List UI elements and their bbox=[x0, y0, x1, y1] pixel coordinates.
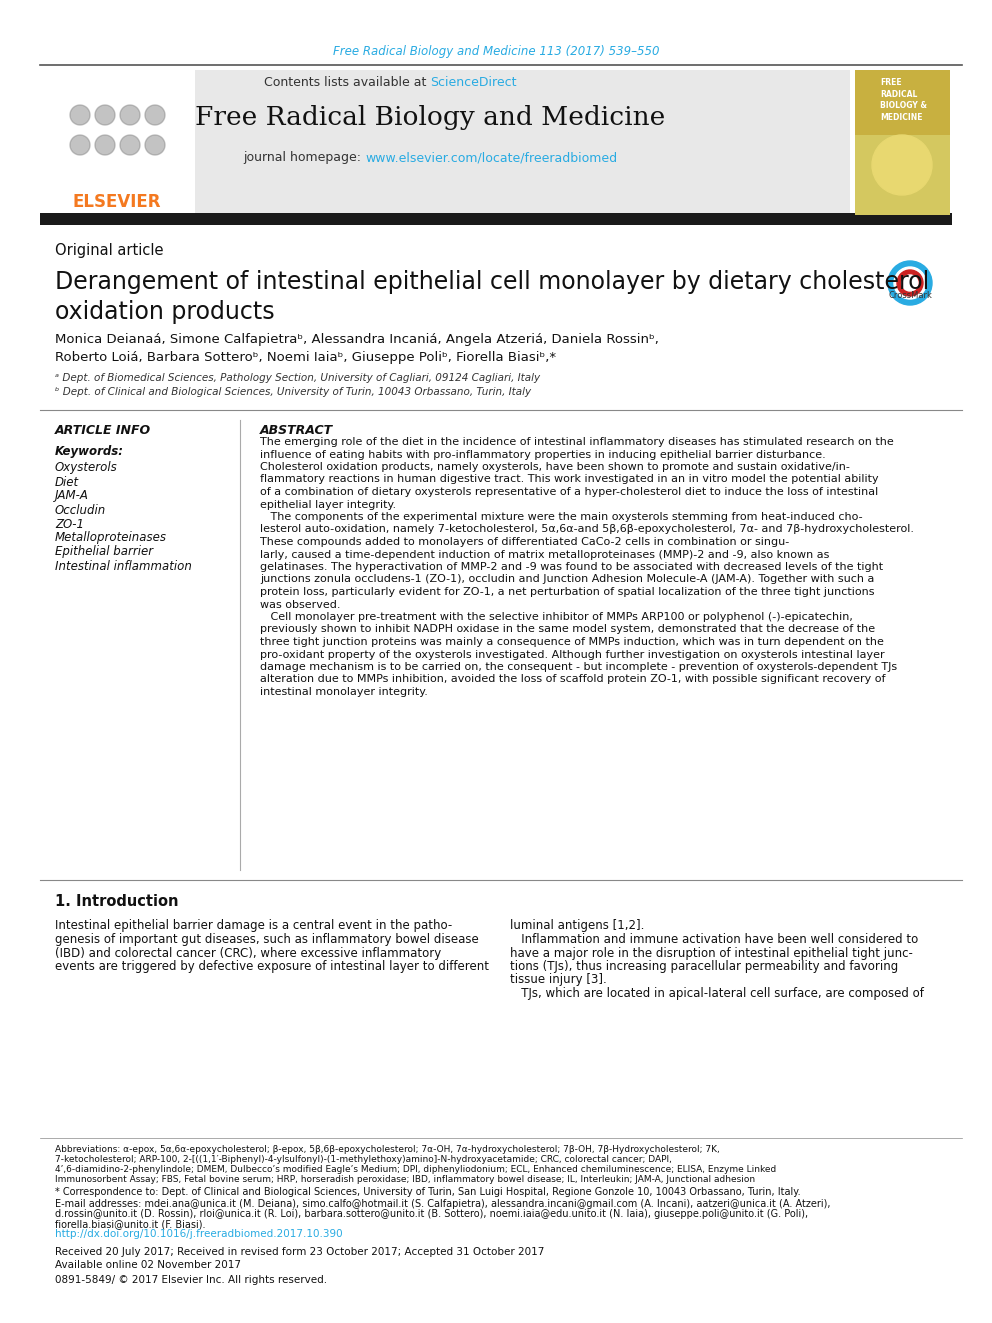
Text: Oxysterols: Oxysterols bbox=[55, 462, 118, 475]
Text: The components of the experimental mixture were the main oxysterols stemming fro: The components of the experimental mixtu… bbox=[260, 512, 863, 523]
Text: genesis of important gut diseases, such as inflammatory bowel disease: genesis of important gut diseases, such … bbox=[55, 933, 479, 946]
Text: Cholesterol oxidation products, namely oxysterols, have been shown to promote an: Cholesterol oxidation products, namely o… bbox=[260, 462, 850, 472]
Text: intestinal monolayer integrity.: intestinal monolayer integrity. bbox=[260, 687, 428, 697]
Text: 1. Introduction: 1. Introduction bbox=[55, 894, 179, 909]
Text: Inflammation and immune activation have been well considered to: Inflammation and immune activation have … bbox=[510, 933, 919, 946]
Text: ZO-1: ZO-1 bbox=[55, 517, 84, 531]
Circle shape bbox=[145, 105, 165, 124]
Bar bbox=[855, 135, 950, 216]
Text: Diet: Diet bbox=[55, 475, 79, 488]
Text: Keywords:: Keywords: bbox=[55, 446, 124, 459]
Text: Available online 02 November 2017: Available online 02 November 2017 bbox=[55, 1259, 241, 1270]
Text: The emerging role of the diet in the incidence of intestinal inflammatory diseas: The emerging role of the diet in the inc… bbox=[260, 437, 894, 447]
Text: ARTICLE INFO: ARTICLE INFO bbox=[55, 423, 151, 437]
Text: ScienceDirect: ScienceDirect bbox=[430, 75, 517, 89]
Text: pro-oxidant property of the oxysterols investigated. Although further investigat: pro-oxidant property of the oxysterols i… bbox=[260, 650, 885, 659]
Text: Metalloproteinases: Metalloproteinases bbox=[55, 532, 167, 545]
Circle shape bbox=[145, 135, 165, 155]
Bar bbox=[40, 213, 952, 225]
Bar bbox=[855, 70, 950, 216]
Circle shape bbox=[120, 105, 140, 124]
Bar bbox=[55, 90, 180, 194]
Text: TJs, which are located in apical-lateral cell surface, are composed of: TJs, which are located in apical-lateral… bbox=[510, 987, 924, 1000]
Circle shape bbox=[888, 261, 932, 306]
Text: protein loss, particularly evident for ZO-1, a net perturbation of spatial local: protein loss, particularly evident for Z… bbox=[260, 587, 875, 597]
Text: Intestinal epithelial barrier damage is a central event in the patho-: Intestinal epithelial barrier damage is … bbox=[55, 919, 452, 933]
Text: Derangement of intestinal epithelial cell monolayer by dietary cholesterol: Derangement of intestinal epithelial cel… bbox=[55, 270, 930, 294]
Text: Received 20 July 2017; Received in revised form 23 October 2017; Accepted 31 Oct: Received 20 July 2017; Received in revis… bbox=[55, 1248, 545, 1257]
Text: ABSTRACT: ABSTRACT bbox=[260, 423, 333, 437]
Text: 7-ketocholesterol; ARP-100, 2-[((1,1′-Biphenyl)-4-ylsulfonyl)-(1-methylethoxy)am: 7-ketocholesterol; ARP-100, 2-[((1,1′-Bi… bbox=[55, 1155, 672, 1164]
Text: Free Radical Biology and Medicine 113 (2017) 539–550: Free Radical Biology and Medicine 113 (2… bbox=[332, 45, 660, 58]
Text: ᵃ Dept. of Biomedical Sciences, Pathology Section, University of Cagliari, 09124: ᵃ Dept. of Biomedical Sciences, Patholog… bbox=[55, 373, 540, 382]
Text: three tight junction proteins was mainly a consequence of MMPs induction, which : three tight junction proteins was mainly… bbox=[260, 636, 884, 647]
Text: JAM-A: JAM-A bbox=[55, 490, 89, 503]
Text: influence of eating habits with pro-inflammatory properties in inducing epitheli: influence of eating habits with pro-infl… bbox=[260, 450, 825, 459]
Text: was observed.: was observed. bbox=[260, 599, 340, 610]
Text: Intestinal inflammation: Intestinal inflammation bbox=[55, 560, 191, 573]
Text: www.elsevier.com/locate/freeradbiomed: www.elsevier.com/locate/freeradbiomed bbox=[365, 152, 617, 164]
Text: luminal antigens [1,2].: luminal antigens [1,2]. bbox=[510, 919, 645, 933]
Text: larly, caused a time-dependent induction of matrix metalloproteinases (MMP)-2 an: larly, caused a time-dependent induction… bbox=[260, 549, 829, 560]
Bar bbox=[40, 70, 195, 216]
Text: flammatory reactions in human digestive tract. This work investigated in an in v: flammatory reactions in human digestive … bbox=[260, 475, 879, 484]
Text: Monica Deianaá, Simone Calfapietraᵇ, Alessandra Incaniá, Angela Atzeriá, Daniela: Monica Deianaá, Simone Calfapietraᵇ, Ale… bbox=[55, 333, 659, 347]
Text: CrossMark: CrossMark bbox=[888, 291, 931, 300]
Text: http://dx.doi.org/10.1016/j.freeradbiomed.2017.10.390: http://dx.doi.org/10.1016/j.freeradbiome… bbox=[55, 1229, 342, 1240]
Text: of a combination of dietary oxysterols representative of a hyper-cholesterol die: of a combination of dietary oxysterols r… bbox=[260, 487, 878, 497]
Circle shape bbox=[872, 135, 932, 194]
Circle shape bbox=[95, 105, 115, 124]
Text: ELSEVIER: ELSEVIER bbox=[72, 193, 162, 210]
Text: Epithelial barrier: Epithelial barrier bbox=[55, 545, 153, 558]
Text: junctions zonula occludens-1 (ZO-1), occludin and Junction Adhesion Molecule-A (: junctions zonula occludens-1 (ZO-1), occ… bbox=[260, 574, 874, 585]
Text: Roberto Loiá, Barbara Sotteroᵇ, Noemi Iaiaᵇ, Giuseppe Poliᵇ, Fiorella Biasiᵇ,*: Roberto Loiá, Barbara Sotteroᵇ, Noemi Ia… bbox=[55, 351, 557, 364]
Text: events are triggered by defective exposure of intestinal layer to different: events are triggered by defective exposu… bbox=[55, 960, 489, 972]
Text: tions (TJs), thus increasing paracellular permeability and favoring: tions (TJs), thus increasing paracellula… bbox=[510, 960, 898, 972]
Text: previously shown to inhibit NADPH oxidase in the same model system, demonstrated: previously shown to inhibit NADPH oxidas… bbox=[260, 624, 875, 635]
Text: damage mechanism is to be carried on, the consequent - but incomplete - preventi: damage mechanism is to be carried on, th… bbox=[260, 662, 897, 672]
Bar bbox=[40, 70, 850, 216]
Text: have a major role in the disruption of intestinal epithelial tight junc-: have a major role in the disruption of i… bbox=[510, 946, 913, 959]
Text: lesterol auto-oxidation, namely 7-ketocholesterol, 5α,6α-and 5β,6β-epoxycholeste: lesterol auto-oxidation, namely 7-ketoch… bbox=[260, 524, 914, 534]
Circle shape bbox=[897, 270, 923, 296]
Text: tissue injury [3].: tissue injury [3]. bbox=[510, 974, 607, 987]
Text: These compounds added to monolayers of differentiated CaCo-2 cells in combinatio: These compounds added to monolayers of d… bbox=[260, 537, 790, 546]
Text: fiorella.biasi@unito.it (F. Biasi).: fiorella.biasi@unito.it (F. Biasi). bbox=[55, 1218, 205, 1229]
Circle shape bbox=[70, 105, 90, 124]
Text: Cell monolayer pre-treatment with the selective inhibitor of MMPs ARP100 or poly: Cell monolayer pre-treatment with the se… bbox=[260, 613, 853, 622]
Circle shape bbox=[902, 275, 918, 291]
Text: Original article: Original article bbox=[55, 242, 164, 258]
Text: alteration due to MMPs inhibition, avoided the loss of scaffold protein ZO-1, wi: alteration due to MMPs inhibition, avoid… bbox=[260, 675, 886, 684]
Circle shape bbox=[95, 135, 115, 155]
Circle shape bbox=[70, 135, 90, 155]
Text: journal homepage:: journal homepage: bbox=[243, 152, 365, 164]
Text: E-mail addresses: mdei.ana@unica.it (M. Deiana), simo.calfo@hotmail.it (S. Calfa: E-mail addresses: mdei.ana@unica.it (M. … bbox=[55, 1199, 830, 1209]
Text: ᵇ Dept. of Clinical and Biological Sciences, University of Turin, 10043 Orbassan: ᵇ Dept. of Clinical and Biological Scien… bbox=[55, 388, 531, 397]
Circle shape bbox=[894, 267, 926, 299]
Text: Abbreviations: α-epox, 5α,6α-epoxycholesterol; β-epox, 5β,6β-epoxycholesterol; 7: Abbreviations: α-epox, 5α,6α-epoxycholes… bbox=[55, 1146, 720, 1155]
Text: Contents lists available at: Contents lists available at bbox=[264, 75, 430, 89]
Text: gelatinases. The hyperactivation of MMP-2 and -9 was found to be associated with: gelatinases. The hyperactivation of MMP-… bbox=[260, 562, 883, 572]
Text: d.rossin@unito.it (D. Rossin), rloi@unica.it (R. Loi), barbara.sottero@unito.it : d.rossin@unito.it (D. Rossin), rloi@unic… bbox=[55, 1209, 808, 1218]
Text: epithelial layer integrity.: epithelial layer integrity. bbox=[260, 500, 396, 509]
Text: (IBD) and colorectal cancer (CRC), where excessive inflammatory: (IBD) and colorectal cancer (CRC), where… bbox=[55, 946, 441, 959]
Text: Immunosorbent Assay; FBS, Fetal bovine serum; HRP, horseradish peroxidase; IBD, : Immunosorbent Assay; FBS, Fetal bovine s… bbox=[55, 1176, 755, 1184]
Text: 4’,6-diamidino-2-phenylindole; DMEM, Dulbecco’s modified Eagle’s Medium; DPI, di: 4’,6-diamidino-2-phenylindole; DMEM, Dul… bbox=[55, 1166, 777, 1175]
Text: * Correspondence to: Dept. of Clinical and Biological Sciences, University of Tu: * Correspondence to: Dept. of Clinical a… bbox=[55, 1187, 801, 1197]
Text: Free Radical Biology and Medicine: Free Radical Biology and Medicine bbox=[194, 106, 665, 131]
Text: oxidation products: oxidation products bbox=[55, 300, 275, 324]
Text: FREE
RADICAL
BIOLOGY &
MEDICINE: FREE RADICAL BIOLOGY & MEDICINE bbox=[880, 78, 927, 122]
Circle shape bbox=[120, 135, 140, 155]
Text: 0891-5849/ © 2017 Elsevier Inc. All rights reserved.: 0891-5849/ © 2017 Elsevier Inc. All righ… bbox=[55, 1275, 327, 1285]
Text: Occludin: Occludin bbox=[55, 504, 106, 516]
